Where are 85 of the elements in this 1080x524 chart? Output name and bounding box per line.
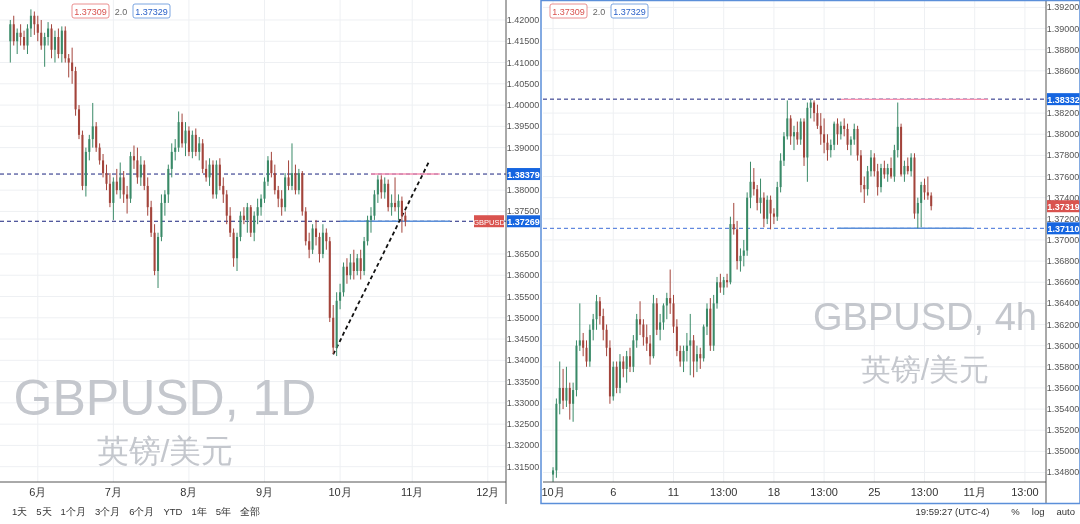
x-tick-label: 13:00 xyxy=(810,486,838,498)
y-tick-label: 1.37500 xyxy=(506,206,540,217)
y-tick-label: 1.31500 xyxy=(506,461,540,472)
y-tick-label: 1.41500 xyxy=(506,36,540,47)
y-tick-label: 1.37600 xyxy=(1046,171,1080,182)
y-tick-label: 1.35800 xyxy=(1046,361,1080,372)
y-tick-label: 1.35200 xyxy=(1046,425,1080,436)
annotation: 1.37329 xyxy=(135,6,168,17)
x-tick-label: 13:00 xyxy=(910,486,939,498)
y-tick-label: 1.38000 xyxy=(506,185,540,196)
text: 1天 xyxy=(12,506,28,517)
text: % xyxy=(1011,506,1021,517)
x-tick-label: 12月 xyxy=(476,486,500,498)
annotation: 1.37329 xyxy=(613,6,646,17)
y-tick-label: 1.35000 xyxy=(1046,446,1080,457)
text: 全部 xyxy=(240,506,261,517)
y-tick-label: 1.35500 xyxy=(506,291,540,302)
y-tick-label: 1.39500 xyxy=(506,121,540,132)
text: auto xyxy=(1056,506,1075,517)
y-tick-label: 1.36500 xyxy=(506,248,540,259)
text: GBPUSD, 1D xyxy=(13,370,317,426)
annotation: 2.0 xyxy=(114,6,128,17)
x-tick-label: 6月 xyxy=(29,486,47,498)
y-tick-label: 1.36000 xyxy=(1046,340,1080,351)
y-tick-label: 1.36200 xyxy=(1046,319,1080,330)
y-tick-label: 1.33500 xyxy=(506,376,540,387)
x-tick-label: 13:00 xyxy=(709,486,738,498)
y-tick-label: 1.35000 xyxy=(506,312,540,323)
y-tick-label: 1.34800 xyxy=(1046,467,1080,478)
y-tick-label: 1.41000 xyxy=(506,57,540,68)
y-tick-label: 1.37200 xyxy=(1046,213,1080,224)
y-tick-label: 1.36000 xyxy=(506,270,540,281)
ref-line-label: 1.38379 xyxy=(507,169,540,180)
x-tick-label: 11月 xyxy=(963,486,986,498)
y-tick-label: 1.40000 xyxy=(506,100,540,111)
y-tick-label: 1.39000 xyxy=(506,142,540,153)
y-tick-label: 1.32000 xyxy=(506,440,540,451)
y-tick-label: 1.38800 xyxy=(1046,44,1080,55)
ref-line-label: 1.37110 xyxy=(1047,223,1080,234)
y-tick-label: 1.39200 xyxy=(1046,2,1080,13)
y-tick-label: 1.34500 xyxy=(506,334,540,345)
y-tick-label: 1.36400 xyxy=(1046,298,1080,309)
x-tick-label: 9月 xyxy=(255,486,274,498)
text: 1年 xyxy=(191,506,207,517)
x-tick-label: 6 xyxy=(610,486,617,498)
y-tick-label: 1.32500 xyxy=(506,419,540,430)
y-tick-label: 1.38000 xyxy=(1046,129,1080,140)
x-tick-label: 11月 xyxy=(401,486,424,498)
text: 5年 xyxy=(215,506,232,517)
text: 19:59:27 (UTC-4) xyxy=(915,506,990,517)
y-tick-label: 1.37000 xyxy=(1046,234,1080,245)
y-tick-label: 1.37800 xyxy=(1046,150,1080,161)
x-tick-label: 25 xyxy=(868,486,881,498)
text: YTD xyxy=(163,506,183,517)
y-tick-label: 1.33000 xyxy=(506,397,540,408)
x-tick-label: 13:00 xyxy=(1011,486,1039,498)
text: 1个月 xyxy=(60,506,86,517)
y-tick-label: 1.35400 xyxy=(1046,404,1080,415)
y-tick-label: 1.39000 xyxy=(1046,23,1080,34)
x-tick-label: 18 xyxy=(767,486,781,498)
x-tick-label: 10月 xyxy=(328,486,352,498)
ref-line-label: 1.38332 xyxy=(1047,94,1080,105)
text: 英镑/美元 xyxy=(96,433,234,469)
y-tick-label: 1.42000 xyxy=(506,14,540,25)
y-tick-label: 1.36800 xyxy=(1046,256,1080,267)
text: 英镑/美元 xyxy=(860,353,990,386)
text: 3个月 xyxy=(94,506,121,517)
y-tick-label: 1.35600 xyxy=(1046,382,1080,393)
y-tick-label: 1.34000 xyxy=(506,355,540,366)
annotation: 1.37309 xyxy=(74,6,107,17)
annotation: 2.0 xyxy=(592,6,606,17)
x-tick-label: 7月 xyxy=(104,486,122,498)
x-tick-label: 10月 xyxy=(541,486,565,498)
annotation: 1.37309 xyxy=(552,6,585,17)
x-tick-label: 8月 xyxy=(180,486,198,498)
text: log xyxy=(1031,506,1045,517)
ref-line-label: 1.37269 xyxy=(507,216,540,227)
text: 6个月 xyxy=(129,506,155,517)
text: 5天 xyxy=(36,506,52,517)
y-tick-label: 1.38200 xyxy=(1046,108,1080,119)
y-tick-label: 1.40500 xyxy=(506,78,540,89)
y-tick-label: 1.38600 xyxy=(1046,65,1080,76)
x-tick-label: 11 xyxy=(667,486,680,498)
y-tick-label: 1.36600 xyxy=(1046,277,1080,288)
text: GBPUSD, 4h xyxy=(813,296,1037,338)
